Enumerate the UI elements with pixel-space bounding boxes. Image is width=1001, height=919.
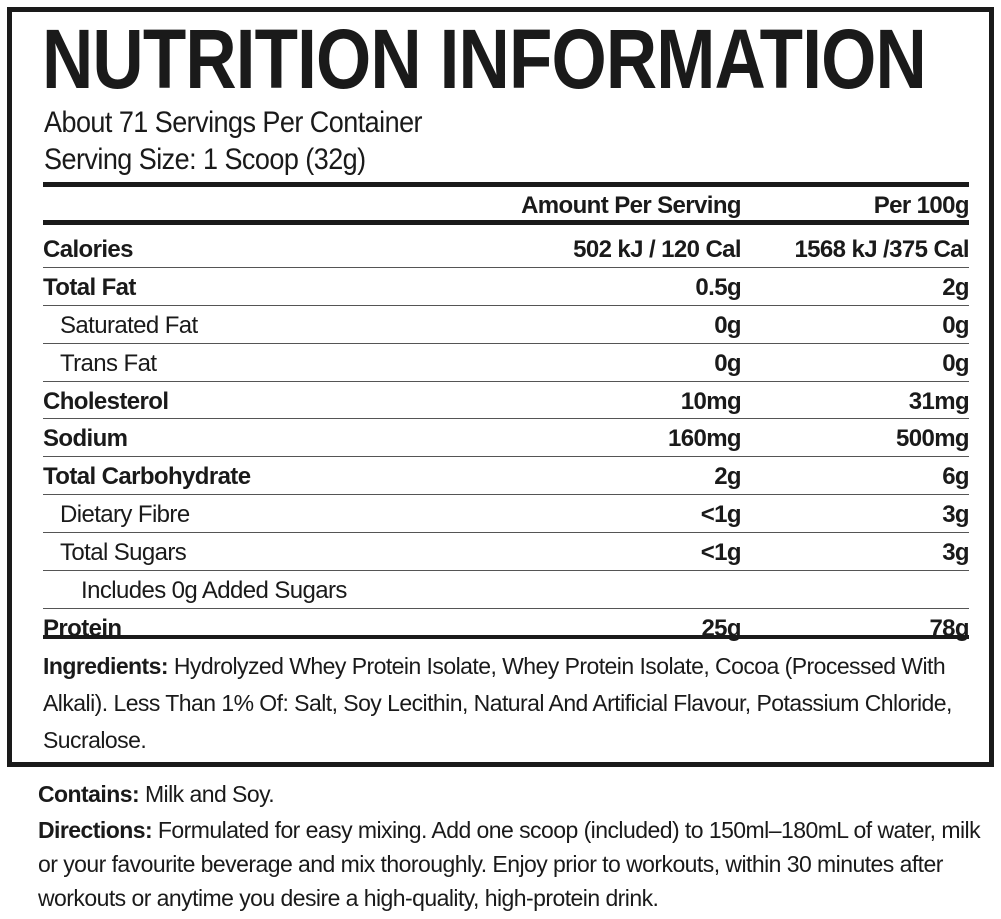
amount-per-100g: 0g: [942, 349, 969, 377]
amount-per-serving: 502 kJ / 120 Cal: [573, 236, 741, 263]
ingredients-text: Hydrolyzed Whey Protein Isolate, Whey Pr…: [43, 653, 952, 753]
nutrient-row: Protein 25g 78g: [43, 609, 970, 646]
divider: [43, 220, 969, 225]
amount-per-100g: 3g: [942, 539, 969, 567]
nutrient-name: Dietary Fibre: [60, 501, 190, 529]
nutrient-name: Sodium: [43, 425, 128, 453]
nutrient-name: Saturated Fat: [60, 311, 198, 339]
per100-header: Per 100g: [873, 192, 970, 219]
directions-text: Formulated for easy mixing. Add one scoo…: [38, 817, 981, 911]
nutrient-name: Total Carbohydrate: [43, 463, 251, 491]
amount-per-serving: 160mg: [667, 425, 742, 453]
nutrient-row: Calories 502 kJ / 120 Cal 1568 kJ /375 Cal: [43, 230, 970, 268]
ingredients: Ingredients: Hydrolyzed Whey Protein Iso…: [43, 648, 983, 759]
nutrient-row: Total Fat 0.5g 2g: [43, 268, 970, 306]
amount-per-serving: 0g: [714, 349, 741, 377]
nutrient-name: Total Sugars: [60, 539, 187, 567]
amount-per-100g: 6g: [942, 463, 969, 491]
contains-text: Milk and Soy.: [139, 781, 275, 807]
ingredients-label: Ingredients:: [43, 653, 169, 679]
amount-per-serving: <1g: [700, 501, 742, 529]
amount-per-100g: 1568 kJ /375 Cal: [794, 236, 969, 263]
nutrient-row: Total Carbohydrate 2g 6g: [43, 457, 970, 496]
nutrition-panel: NUTRITION INFORMATION About 71 Servings …: [7, 7, 994, 767]
panel-title: NUTRITION INFORMATION: [42, 12, 927, 106]
column-header: Amount Per Serving Per 100g: [43, 190, 970, 220]
contains-label: Contains:: [38, 781, 140, 807]
amount-per-serving: <1g: [700, 539, 742, 567]
amount-per-100g: 31mg: [908, 387, 970, 415]
amount-per-serving: 0g: [714, 311, 741, 339]
nutrient-row: Includes 0g Added Sugars: [43, 571, 969, 609]
nutrient-row: Trans Fat 0g 0g: [43, 344, 970, 382]
divider: [43, 635, 969, 639]
nutrient-row: Total Sugars <1g 3g: [43, 533, 970, 572]
amount-per-100g: 0g: [942, 311, 969, 339]
directions: Directions: Formulated for easy mixing. …: [38, 813, 988, 915]
amount-per-100g: 500mg: [895, 425, 970, 453]
nutrient-name: Total Fat: [43, 273, 136, 301]
amount-per-100g: 2g: [942, 273, 969, 301]
nutrient-row: Saturated Fat 0g 0g: [43, 306, 970, 344]
nutrient-row: Dietary Fibre <1g 3g: [43, 495, 970, 534]
nutrient-name: Trans Fat: [60, 349, 157, 377]
divider: [43, 182, 969, 187]
directions-label: Directions:: [38, 817, 153, 843]
nutrient-table: Calories 502 kJ / 120 Cal 1568 kJ /375 Cal…: [43, 230, 970, 646]
servings-per-container: About 71 Servings Per Container: [44, 106, 423, 139]
nutrient-name: Includes 0g Added Sugars: [81, 577, 347, 605]
amount-header: Amount Per Serving: [521, 192, 742, 219]
amount-per-serving: 0.5g: [695, 273, 741, 301]
amount-per-serving: 2g: [714, 463, 741, 491]
amount-per-serving: 10mg: [680, 387, 742, 415]
nutrient-name: Cholesterol: [43, 387, 169, 415]
serving-size: Serving Size: 1 Scoop (32g): [44, 143, 366, 176]
nutrient-name: Calories: [43, 236, 134, 263]
nutrient-row: Cholesterol 10mg 31mg: [43, 382, 970, 420]
nutrient-row: Sodium 160mg 500mg: [43, 419, 970, 458]
amount-per-100g: 3g: [942, 501, 969, 529]
contains: Contains: Milk and Soy.: [38, 777, 988, 811]
